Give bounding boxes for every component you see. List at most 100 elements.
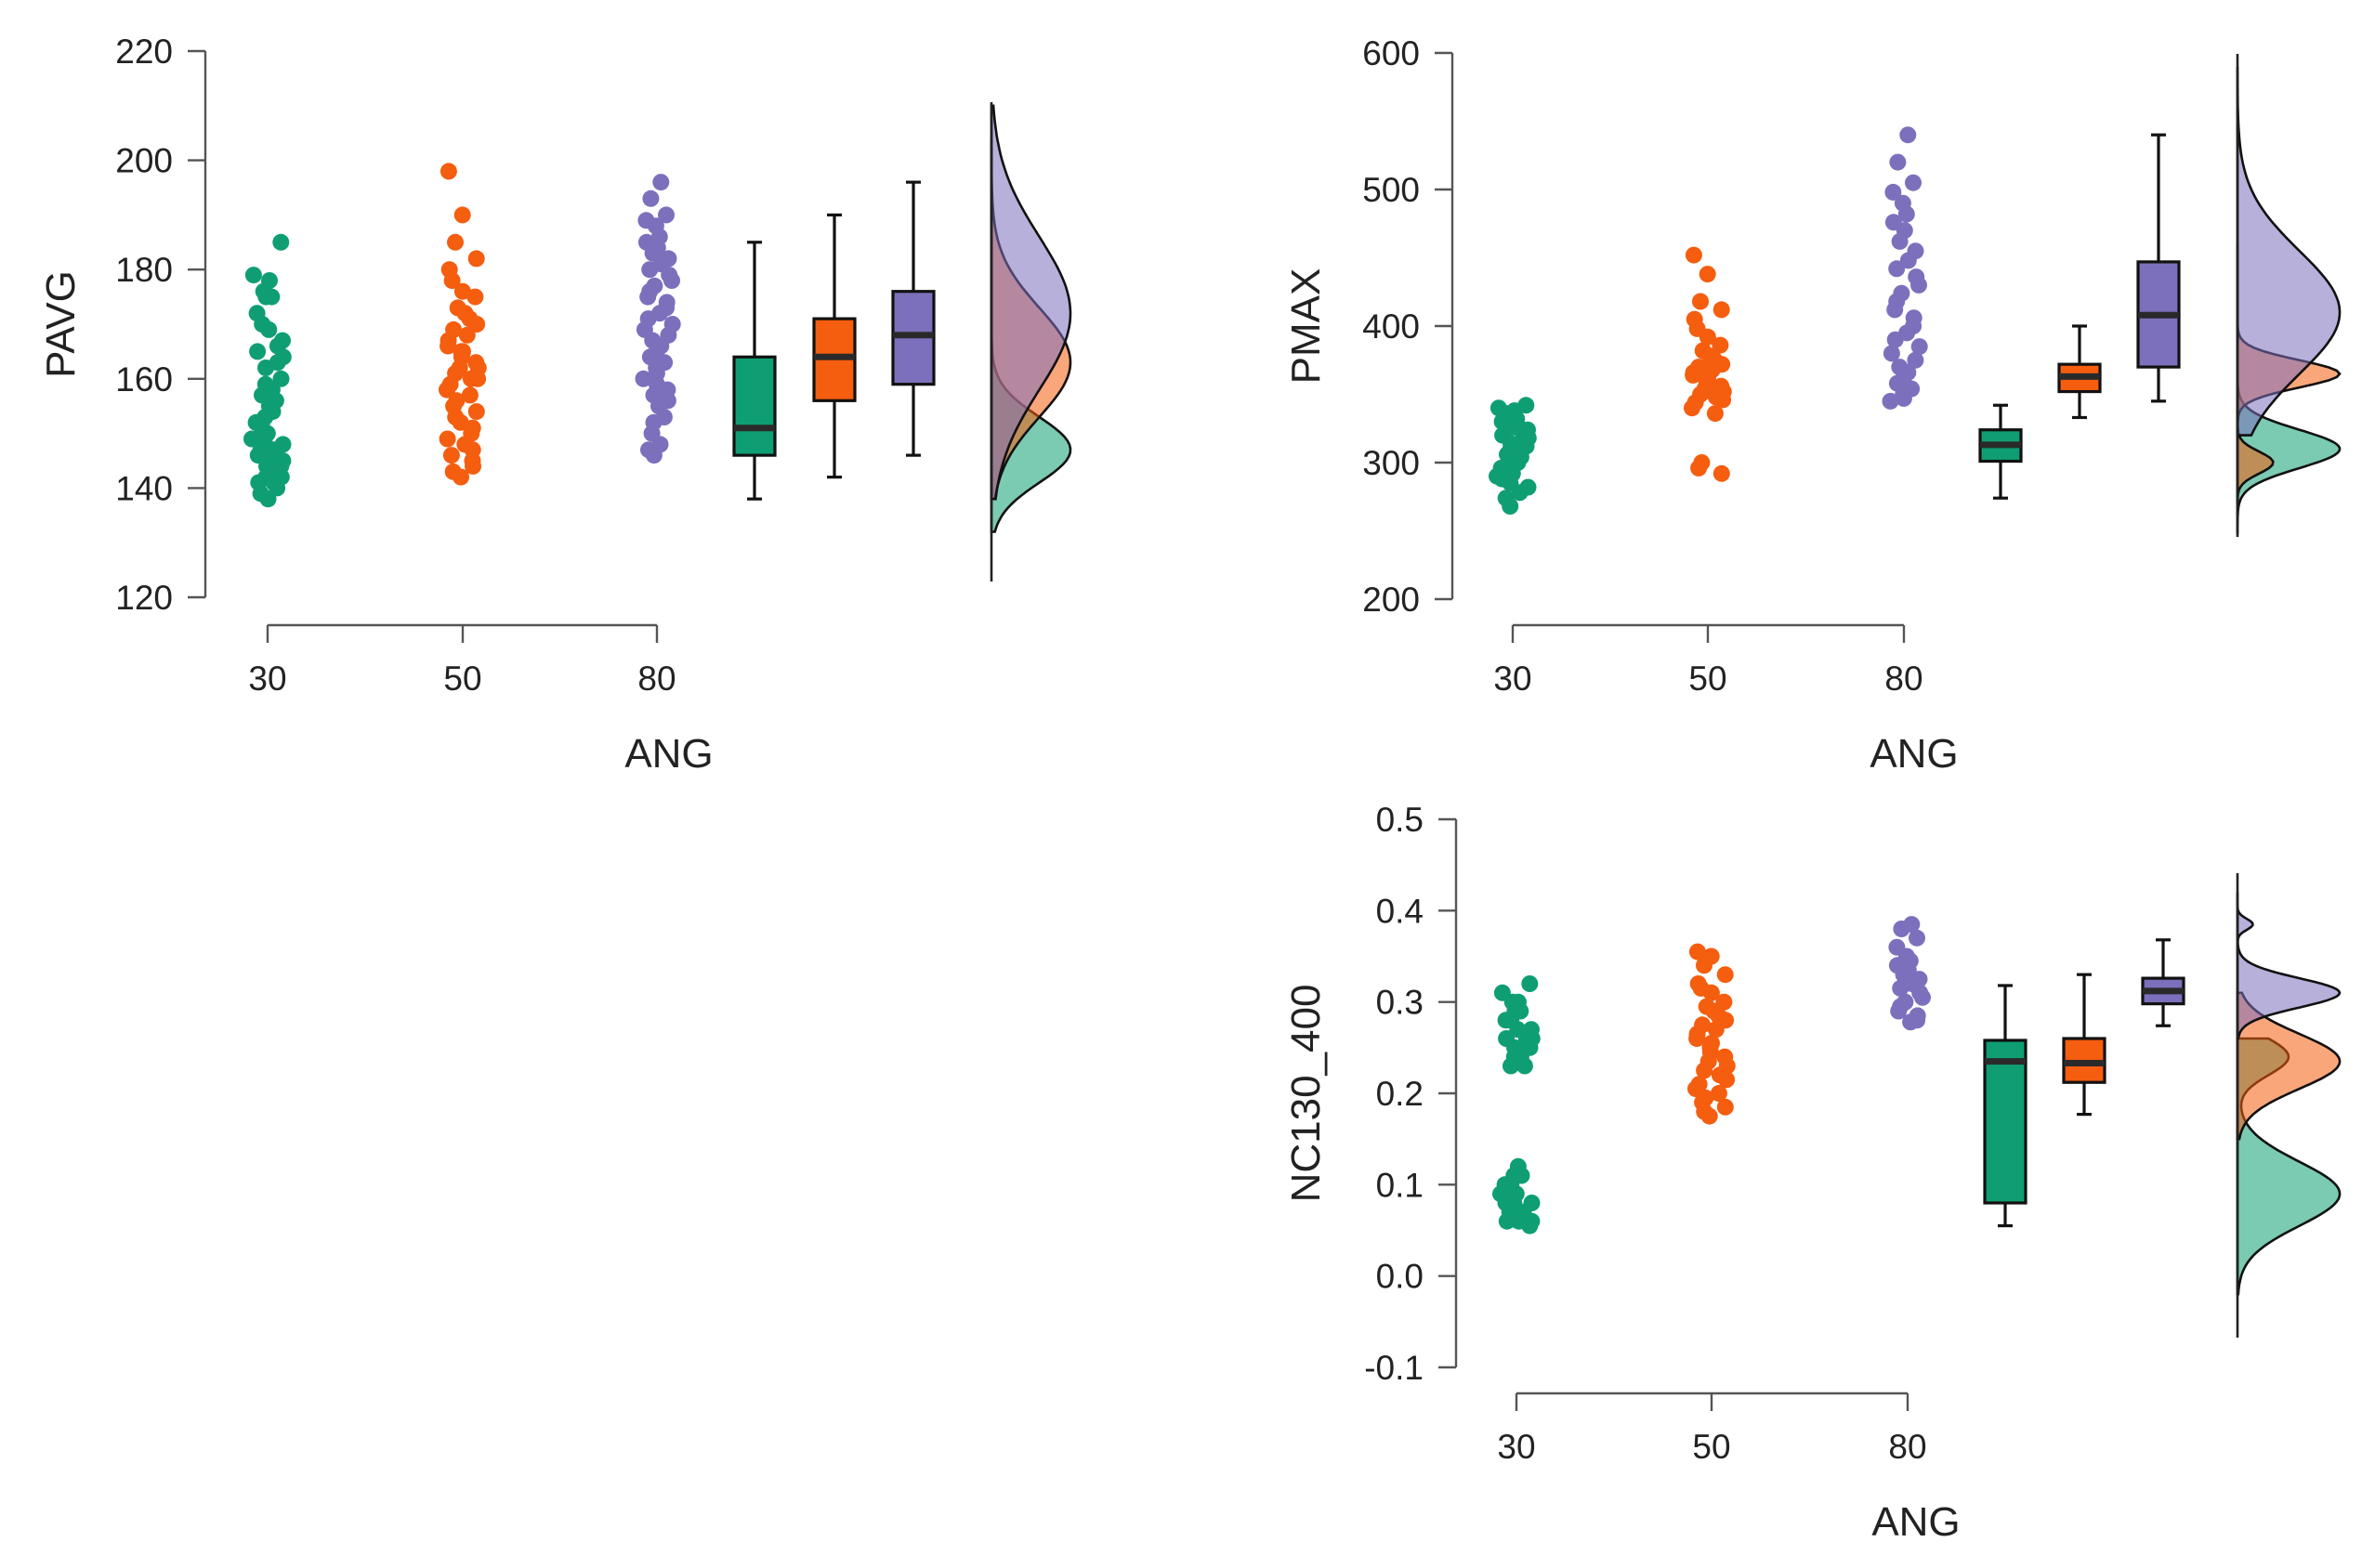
- pmax-point-80: [1895, 389, 1912, 407]
- pmax-point-80: [1907, 351, 1924, 369]
- pavg-point-30: [263, 288, 281, 306]
- nc130-y-tick-4: 0.3: [1376, 984, 1456, 1022]
- pavg-point-50: [467, 403, 485, 421]
- pmax-point-80: [1905, 174, 1922, 191]
- pmax-y-tick-3: 500: [1362, 171, 1452, 209]
- pavg-y-tick-3: 180: [115, 251, 205, 289]
- pavg-box-layer: [732, 180, 936, 501]
- pmax-point-80: [1897, 205, 1915, 223]
- nc130-point-80: [1902, 1013, 1920, 1031]
- pavg-panel: 120 140 160 180 200 220 30 50 80 ANG PAV…: [38, 33, 1072, 777]
- pavg-x-tick-30: 30: [248, 625, 287, 698]
- pavg-y-tick-label: 160: [115, 360, 173, 399]
- nc130-point-80: [1914, 988, 1931, 1006]
- nc130-point-layer: [1492, 916, 1931, 1235]
- pavg-point-50: [439, 430, 456, 448]
- pavg-point-80: [635, 370, 652, 387]
- pavg-point-30: [260, 320, 278, 338]
- nc130-y-tick-label: 0.1: [1376, 1166, 1424, 1204]
- pmax-point-50: [1685, 366, 1702, 384]
- pmax-x-tick-label: 50: [1688, 660, 1726, 698]
- pmax-point-80: [1910, 276, 1927, 294]
- nc130-y-tick-label: 0.2: [1376, 1075, 1424, 1113]
- pmax-x-tick-50: 50: [1688, 625, 1727, 698]
- pavg-point-50: [461, 386, 479, 404]
- pmax-x-tick-80: 80: [1884, 625, 1923, 698]
- nc130-panel: -0.1 0.0 0.1 0.2 0.3 0.4 0.5 30 50 80 AN…: [1283, 801, 2342, 1545]
- pmax-point-80: [1889, 153, 1907, 171]
- nc130-y-tick-0: -0.1: [1364, 1349, 1456, 1387]
- pmax-point-80: [1899, 252, 1917, 269]
- nc130-point-80: [1890, 1002, 1908, 1020]
- nc130-y-axis-title: NC130_400: [1283, 985, 1329, 1203]
- nc130-y-tick-label: 0.4: [1376, 892, 1424, 930]
- pavg-point-50: [453, 468, 469, 486]
- pavg-point-80: [639, 288, 657, 306]
- nc130-y-tick-label: 0.3: [1376, 984, 1424, 1022]
- pavg-point-30: [257, 359, 274, 376]
- pmax-box-layer: [1978, 133, 2181, 500]
- pmax-point-50: [1690, 459, 1708, 477]
- pavg-x-tick-label: 80: [637, 660, 676, 698]
- pavg-point-50: [439, 381, 455, 399]
- pmax-point-50: [1699, 266, 1716, 283]
- nc130-point-50: [1718, 1071, 1736, 1089]
- pavg-point-50: [468, 316, 486, 333]
- pmax-y-tick-1: 300: [1362, 444, 1452, 482]
- pavg-point-50: [467, 250, 485, 268]
- pavg-point-50: [458, 326, 476, 344]
- pavg-y-tick-label: 220: [115, 33, 173, 71]
- pavg-x-tick-label: 30: [248, 660, 286, 698]
- pavg-density-layer: [990, 102, 1072, 581]
- pmax-point-50: [1712, 336, 1729, 354]
- nc130-point-80: [1893, 921, 1910, 937]
- nc130-y-tick-label: -0.1: [1364, 1349, 1424, 1387]
- pmax-point-layer: [1489, 126, 1928, 515]
- nc130-point-30: [1521, 1217, 1539, 1235]
- pmax-y-tick-label: 400: [1362, 307, 1420, 346]
- pavg-point-80: [641, 261, 659, 279]
- nc130-y-tick-1: 0.0: [1376, 1258, 1456, 1296]
- nc130-point-50: [1702, 984, 1720, 1001]
- pmax-x-tick-label: 80: [1884, 660, 1922, 698]
- pmax-point-50: [1706, 405, 1724, 423]
- pavg-point-30: [244, 267, 262, 284]
- nc130-box-30: [1983, 1039, 2027, 1205]
- pavg-y-tick-4: 200: [115, 142, 205, 180]
- nc130-y-tick-label: 0.5: [1376, 801, 1424, 839]
- nc130-point-50: [1716, 966, 1734, 984]
- pmax-point-50: [1685, 246, 1702, 264]
- pavg-box-30: [732, 355, 777, 457]
- pmax-point-80: [1886, 301, 1904, 319]
- pavg-density-80: [990, 104, 1072, 501]
- nc130-x-tick-30: 30: [1497, 1393, 1536, 1466]
- pmax-y-axis-title: PMAX: [1283, 268, 1329, 385]
- pavg-point-50: [466, 288, 484, 306]
- nc130-point-30: [1498, 1212, 1516, 1230]
- pavg-y-tick-label: 200: [115, 142, 173, 180]
- pmax-point-30: [1511, 484, 1529, 502]
- pavg-x-tick-80: 80: [637, 625, 676, 698]
- pavg-point-50: [469, 370, 487, 387]
- nc130-x-tick-label: 50: [1692, 1428, 1730, 1466]
- nc130-point-50: [1696, 957, 1712, 974]
- nc130-point-50: [1688, 1030, 1706, 1047]
- pavg-y-tick-5: 220: [115, 33, 205, 71]
- pavg-point-50: [440, 337, 457, 355]
- pavg-point-80: [663, 272, 680, 289]
- pavg-point-layer: [243, 163, 681, 508]
- pavg-x-tick-50: 50: [443, 625, 482, 698]
- pavg-point-80: [652, 174, 670, 191]
- pavg-point-80: [658, 206, 675, 224]
- pavg-y-axis-title: PAVG: [38, 270, 84, 378]
- nc130-box-layer: [1983, 938, 2185, 1228]
- pavg-y-tick-label: 140: [115, 469, 173, 507]
- pmax-point-80: [1910, 338, 1928, 356]
- nc130-point-30: [1516, 1057, 1533, 1075]
- pavg-point-30: [272, 233, 290, 251]
- pmax-point-50: [1714, 391, 1732, 409]
- pmax-point-80: [1888, 260, 1906, 278]
- nc130-point-30: [1502, 1057, 1519, 1075]
- nc130-point-50: [1688, 943, 1706, 960]
